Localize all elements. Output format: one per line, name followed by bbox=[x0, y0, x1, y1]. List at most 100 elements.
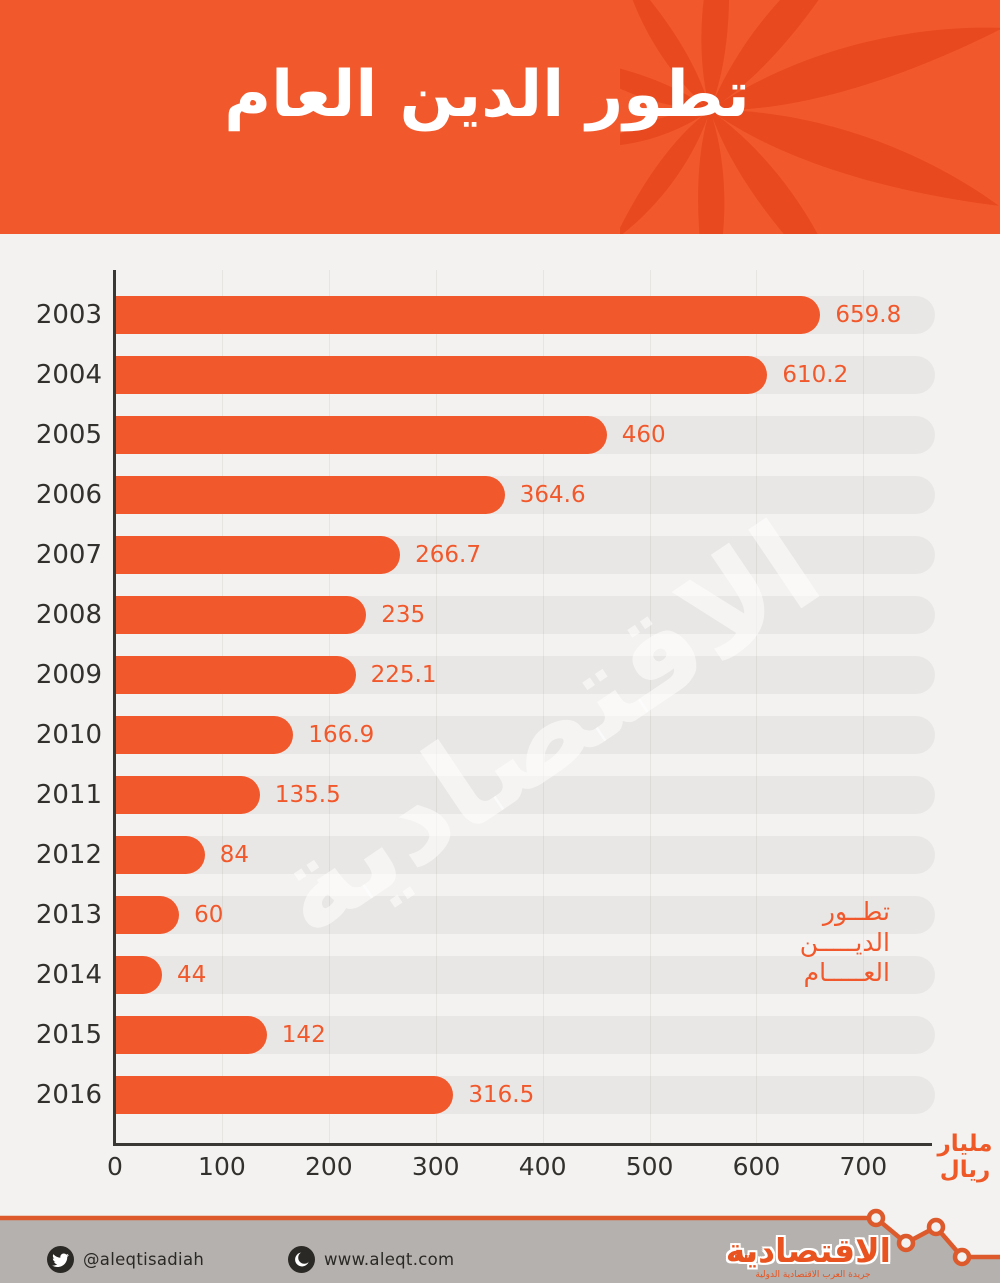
x-axis-line bbox=[113, 1143, 932, 1146]
chart-row: 2015 142 bbox=[36, 1016, 935, 1054]
value-label: 364.6 bbox=[519, 482, 586, 508]
value-label: 225.1 bbox=[370, 662, 437, 688]
annotation-line-1: تطــور bbox=[822, 897, 890, 926]
value-label: 316.5 bbox=[468, 1082, 535, 1108]
gridline bbox=[649, 270, 651, 1143]
bar-track bbox=[115, 896, 935, 934]
chart-row: 2011 135.5 bbox=[36, 776, 935, 814]
chart-annotation: تطــور الديـــــن العـــــام bbox=[730, 897, 890, 989]
value-label: 135.5 bbox=[274, 782, 341, 808]
value-label: 84 bbox=[219, 842, 250, 868]
chart-row: 2014 44 bbox=[36, 956, 935, 994]
footer-line-nodes bbox=[866, 1208, 972, 1267]
value-label: 235 bbox=[381, 602, 426, 628]
footer-background bbox=[0, 1218, 1000, 1283]
bar bbox=[115, 296, 821, 334]
chart-row: 2004 610.2 bbox=[36, 356, 935, 394]
x-tick-label: 700 bbox=[839, 1152, 888, 1181]
year-label: 2006 bbox=[35, 480, 102, 510]
chart-row: 2007 266.7 bbox=[36, 536, 935, 574]
bar bbox=[115, 356, 768, 394]
chart-row: 2003 659.8 bbox=[36, 296, 935, 334]
chart-row: 2008 235 bbox=[36, 596, 935, 634]
value-label: 44 bbox=[177, 962, 207, 988]
annotation-line-2: الديـــــن bbox=[799, 927, 890, 957]
value-label: 166.9 bbox=[308, 722, 375, 748]
year-label: 2003 bbox=[35, 300, 102, 330]
bar-track bbox=[115, 656, 935, 694]
x-tick-label: 200 bbox=[304, 1152, 353, 1181]
bar bbox=[115, 896, 180, 934]
gridline bbox=[435, 270, 437, 1143]
chart-row: 2010 166.9 bbox=[36, 716, 935, 754]
x-tick-label: 0 bbox=[107, 1152, 123, 1181]
twitter-icon bbox=[47, 1246, 74, 1273]
value-label: 60 bbox=[194, 902, 224, 928]
y-axis-line bbox=[113, 270, 116, 1146]
gridline bbox=[328, 270, 330, 1143]
gridline bbox=[863, 270, 865, 1143]
website-url: www.aleqt.com bbox=[324, 1250, 455, 1269]
x-tick-label: 100 bbox=[198, 1152, 246, 1181]
chart-row: 2009 225.1 bbox=[36, 656, 935, 694]
chart-row: 2013 60 bbox=[36, 896, 935, 934]
x-tick-label: 300 bbox=[411, 1152, 460, 1181]
bar bbox=[115, 1076, 454, 1114]
website-item: www.aleqt.com bbox=[288, 1246, 454, 1273]
year-label: 2015 bbox=[35, 1020, 102, 1050]
year-label: 2013 bbox=[35, 900, 102, 930]
value-label: 142 bbox=[281, 1022, 326, 1048]
bar bbox=[115, 656, 356, 694]
gridline bbox=[221, 270, 223, 1143]
year-label: 2005 bbox=[35, 420, 102, 450]
value-label: 266.7 bbox=[415, 542, 481, 568]
quote-icon: ”” bbox=[733, 1252, 753, 1270]
twitter-handle: @aleqtisadiah bbox=[83, 1250, 205, 1269]
bar-track bbox=[115, 296, 935, 334]
year-label: 2007 bbox=[35, 540, 102, 570]
gridline bbox=[542, 270, 544, 1143]
bar bbox=[115, 476, 505, 514]
bar bbox=[115, 536, 401, 574]
bar-track bbox=[115, 716, 935, 754]
year-label: 2004 bbox=[35, 360, 102, 390]
bar-track bbox=[115, 776, 935, 814]
swirl-decoration-icon bbox=[620, 0, 1000, 234]
logo-text: الاقتصادية bbox=[725, 1231, 891, 1270]
year-label: 2011 bbox=[35, 780, 102, 810]
bar-track bbox=[115, 1076, 935, 1114]
value-label: 610.2 bbox=[782, 362, 849, 388]
bar-rows: 2003 659.8 2004 610.2 2005 460 2006 364.6 2007 26… bbox=[36, 270, 935, 1114]
bar-track bbox=[115, 956, 935, 994]
footer-decoration bbox=[0, 1208, 1000, 1283]
x-tick-label: 600 bbox=[732, 1152, 781, 1181]
annotation-line-3: العـــــام bbox=[803, 958, 890, 987]
globe-icon bbox=[288, 1246, 315, 1273]
bar bbox=[115, 716, 294, 754]
year-label: 2016 bbox=[35, 1080, 102, 1110]
bar-track bbox=[115, 536, 935, 574]
value-label: 460 bbox=[621, 422, 666, 448]
bar bbox=[115, 956, 163, 994]
logo-tagline: جريدة العرب الاقتصادية الدولية bbox=[755, 1270, 871, 1280]
axis-unit-label: مليار ريال bbox=[932, 1131, 998, 1184]
twitter-item: @aleqtisadiah bbox=[47, 1246, 204, 1273]
bar-track bbox=[115, 356, 935, 394]
page-title: تطور الدين العام bbox=[224, 58, 750, 132]
bar bbox=[115, 416, 607, 454]
chart-row: 2006 364.6 bbox=[36, 476, 935, 514]
bar-track bbox=[115, 416, 935, 454]
bar bbox=[115, 836, 205, 874]
unit-line-1: مليار bbox=[937, 1131, 993, 1157]
year-label: 2009 bbox=[35, 660, 102, 690]
bar bbox=[115, 776, 260, 814]
bar-track bbox=[115, 476, 935, 514]
x-tick-label: 500 bbox=[625, 1152, 674, 1181]
bar bbox=[115, 1016, 267, 1054]
header: تطور الدين العام bbox=[0, 0, 1000, 234]
year-label: 2008 bbox=[35, 600, 102, 630]
unit-line-2: ريال bbox=[939, 1157, 991, 1184]
chart-row: 2016 316.5 bbox=[36, 1076, 935, 1114]
bar-track bbox=[115, 1016, 935, 1054]
